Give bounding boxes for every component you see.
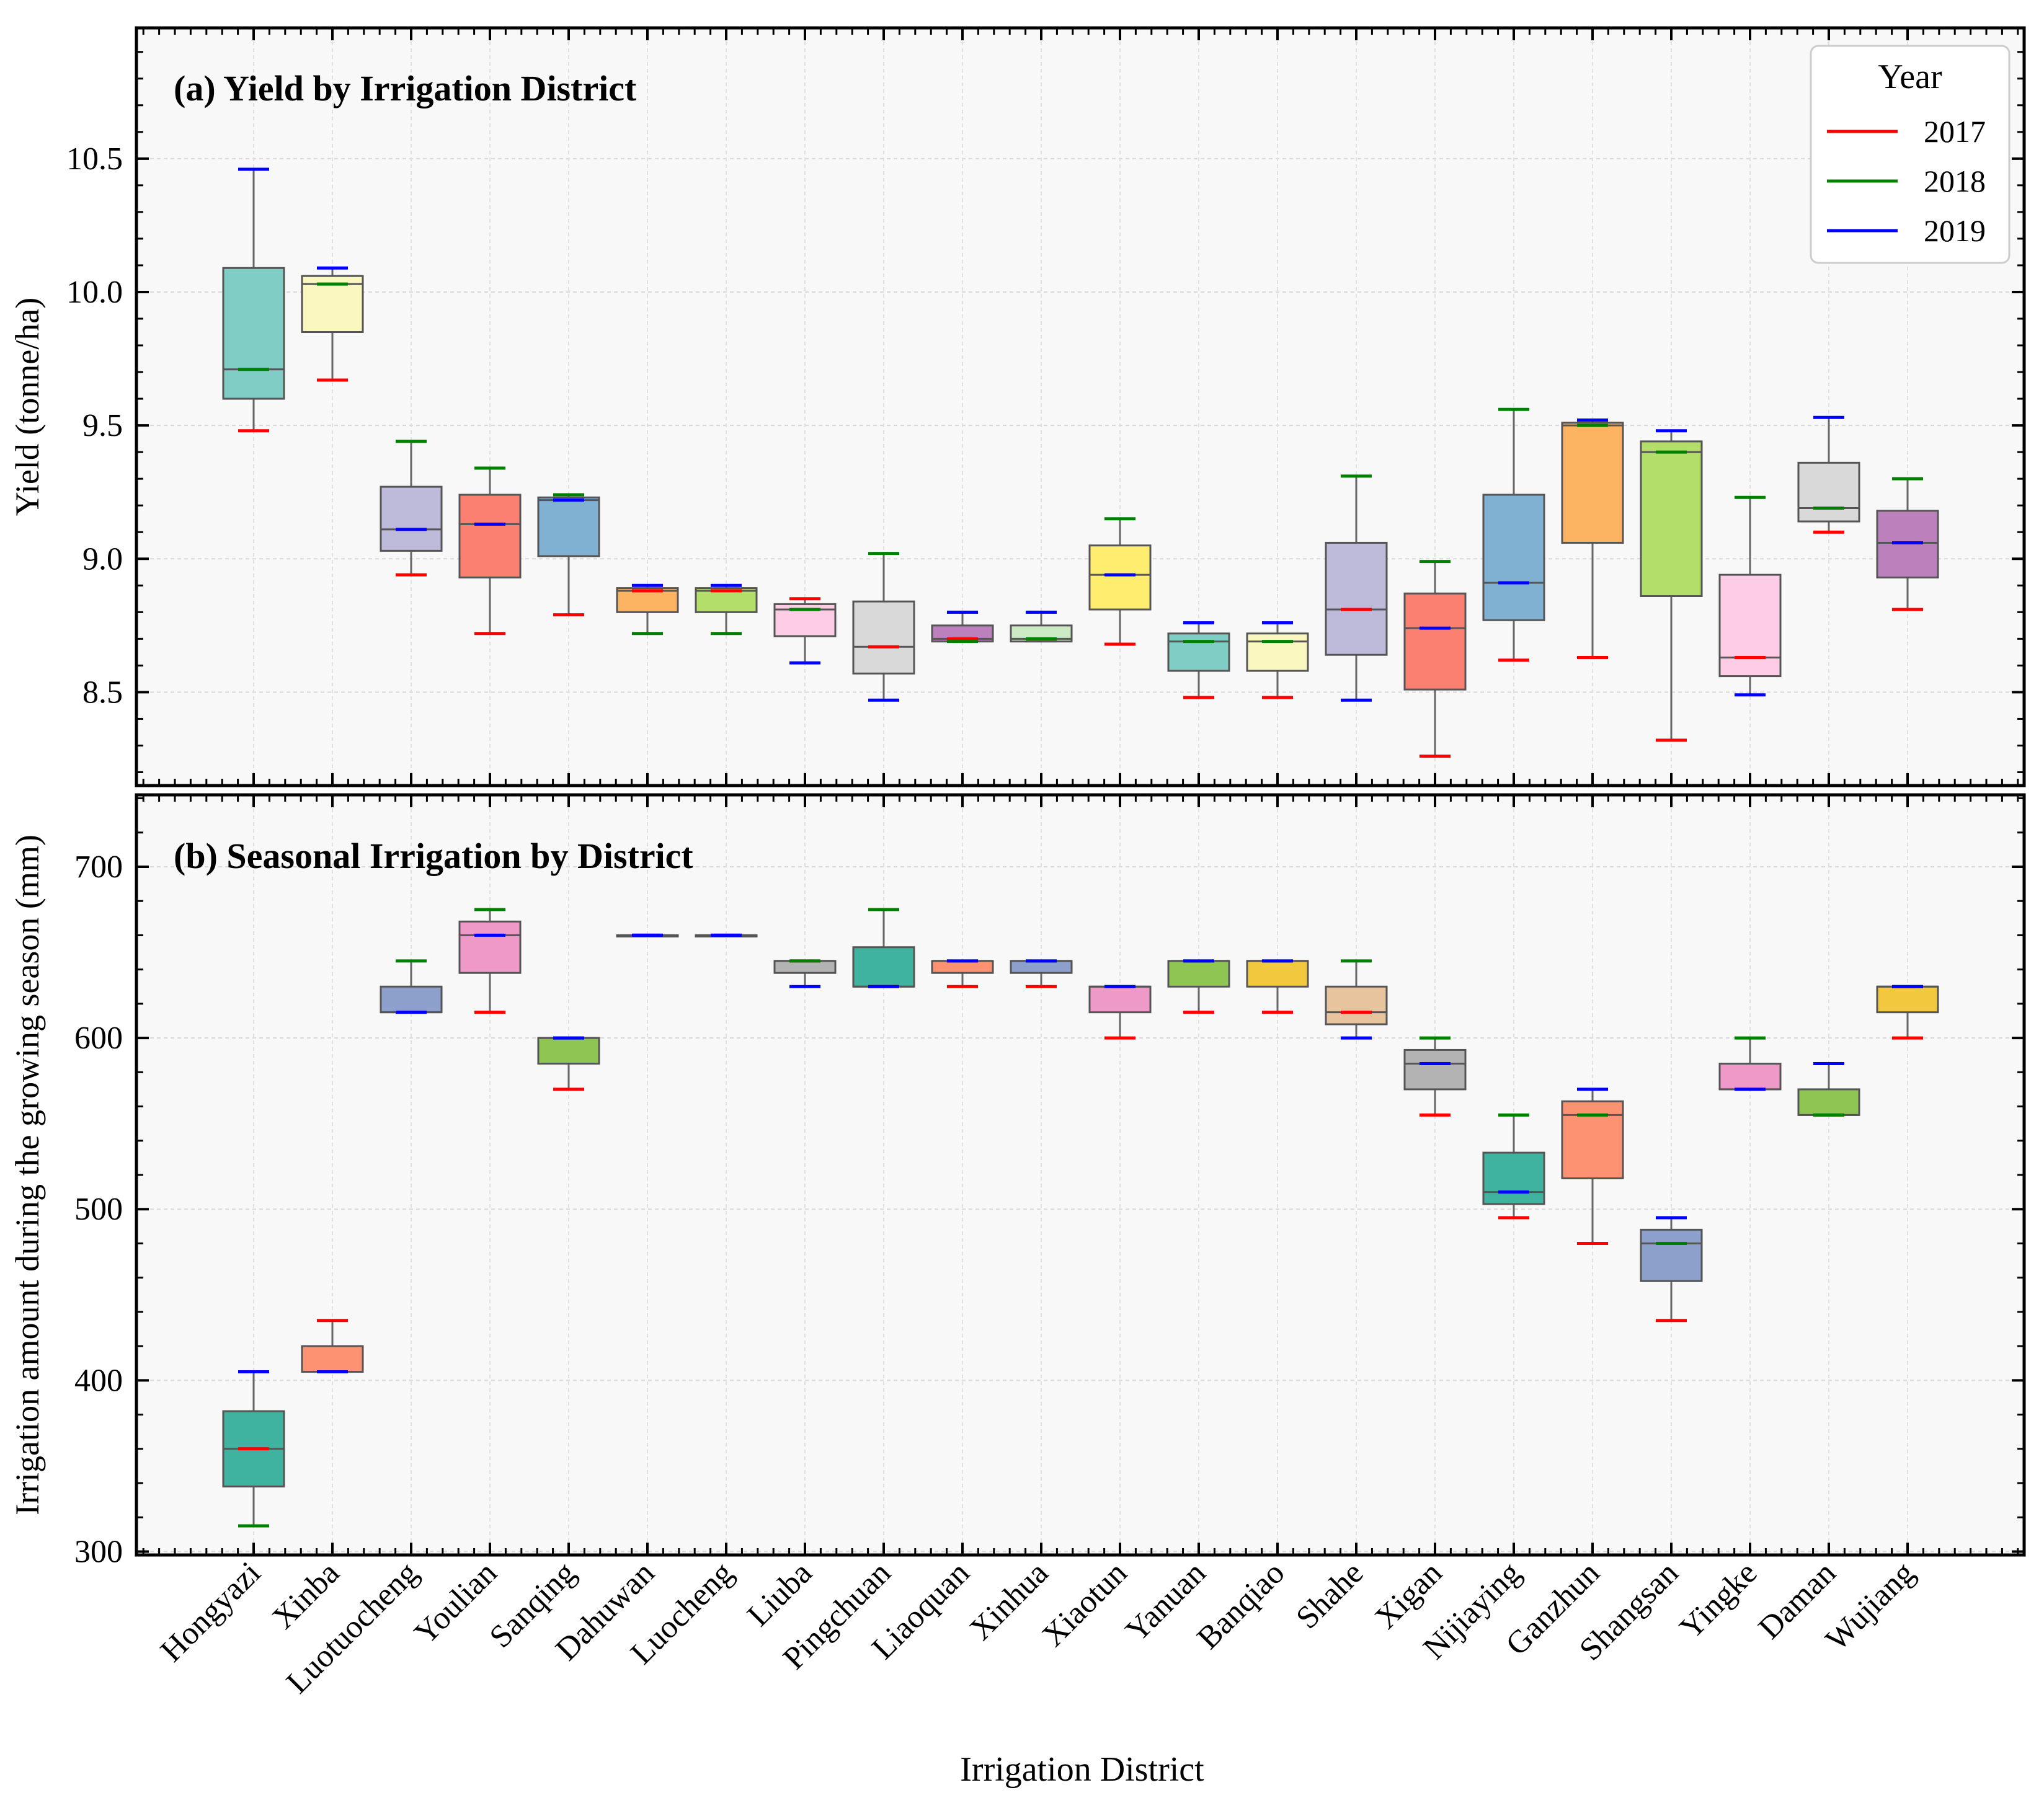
yield-box-luotuocheng	[380, 485, 443, 552]
irrigation-plot-area	[136, 795, 2024, 1555]
irrigation-ytick-label: 400	[74, 1363, 123, 1398]
legend-box	[1810, 45, 2011, 264]
yield-box-xiaotun	[1088, 544, 1152, 611]
irrigation-box-xigan	[1403, 1048, 1467, 1091]
x-axis-label: Irrigation District	[960, 1750, 1204, 1789]
irrigation-box-xinba	[301, 1345, 364, 1373]
yield-ticks	[136, 28, 2024, 786]
irrigation-year-marks	[238, 908, 1923, 1528]
yield-box-pingchuan	[852, 600, 915, 675]
yield-box-shangsan	[1640, 440, 1703, 598]
irrigation-ytick-label: 700	[74, 849, 123, 885]
irrigation-box-liuba	[773, 960, 837, 974]
yield-boxes	[222, 267, 1939, 691]
yield-y-tick-labels: 8.5 9.0 9.5 10.0 10.5	[66, 141, 123, 711]
yield-box-shahe	[1325, 541, 1388, 656]
yield-y-axis-label: Yield (tonne/ha)	[9, 298, 46, 516]
irrigation-y-tick-labels: 300 400 500 600 700	[74, 849, 123, 1570]
legend-label-2017: 2017	[1924, 114, 1986, 149]
irrigation-ytick-label: 500	[74, 1192, 123, 1227]
yield-box-nijiaying	[1482, 494, 1545, 621]
legend-title: Year	[1878, 58, 1942, 96]
irrigation-box-xiaotun	[1088, 985, 1152, 1014]
irrigation-panel-title: (b) Seasonal Irrigation by District	[174, 836, 693, 876]
yield-box-ganzhun	[1561, 422, 1624, 544]
irrigation-ytick-label: 600	[74, 1021, 123, 1056]
legend-label-2018: 2018	[1924, 164, 1986, 198]
irrigation-box-sanqing	[537, 1037, 600, 1065]
yield-plot-area	[136, 28, 2024, 786]
irrigation-ticks	[136, 795, 2024, 1555]
irrigation-box-nijiaying	[1482, 1151, 1545, 1205]
irrigation-ytick-label: 300	[74, 1534, 123, 1569]
irrigation-box-wujiang	[1876, 985, 1939, 1014]
yield-box-yanuan	[1167, 632, 1230, 672]
yield-ytick-label: 10.5	[66, 141, 123, 177]
irrigation-box-youlian	[458, 920, 522, 974]
yield-panel: 8.5 9.0 9.5 10.0 10.5 (a) Yield by Irrigatio…	[9, 26, 2026, 787]
irrigation-box-liaoquan	[931, 960, 994, 974]
yield-box-youlian	[458, 494, 522, 578]
yield-box-yingke	[1718, 574, 1782, 678]
irrigation-box-yingke	[1718, 1063, 1782, 1091]
yield-ytick-label: 8.5	[82, 675, 123, 710]
irrigation-box-pingchuan	[852, 946, 915, 988]
irrigation-y-axis-label: Irrigation amount during the growing sea…	[9, 835, 46, 1515]
irrigation-panel: 300 400 500 600 700 (b) Seasonal Irrigation …	[9, 793, 2026, 1570]
yield-box-sanqing	[537, 496, 600, 557]
irrigation-box-ganzhun	[1561, 1100, 1624, 1180]
yield-box-hongyazi	[222, 267, 285, 400]
yield-box-banqiao	[1246, 632, 1309, 672]
irrigation-box-shahe	[1325, 985, 1388, 1026]
irrigation-gridlines	[136, 795, 2024, 1555]
irrigation-box-xinhua	[1010, 960, 1073, 974]
irrigation-box-daman	[1797, 1088, 1860, 1116]
yield-year-marks	[238, 167, 1923, 758]
yield-frame	[135, 26, 2026, 787]
irrigation-box-luotuocheng	[380, 985, 443, 1014]
yield-box-daman	[1797, 461, 1860, 523]
legend: Year 2017 2018 2019	[1810, 45, 2011, 264]
yield-ytick-label: 9.5	[82, 408, 123, 443]
yield-panel-title: (a) Yield by Irrigation District	[174, 68, 637, 109]
irrigation-box-yanuan	[1167, 960, 1230, 988]
yield-ytick-label: 10.0	[66, 275, 123, 310]
irrigation-box-banqiao	[1246, 960, 1309, 988]
yield-ytick-label: 9.0	[82, 541, 123, 577]
irrigation-box-shangsan	[1640, 1228, 1703, 1282]
yield-box-xigan	[1403, 592, 1467, 691]
legend-label-2019: 2019	[1924, 213, 1986, 248]
